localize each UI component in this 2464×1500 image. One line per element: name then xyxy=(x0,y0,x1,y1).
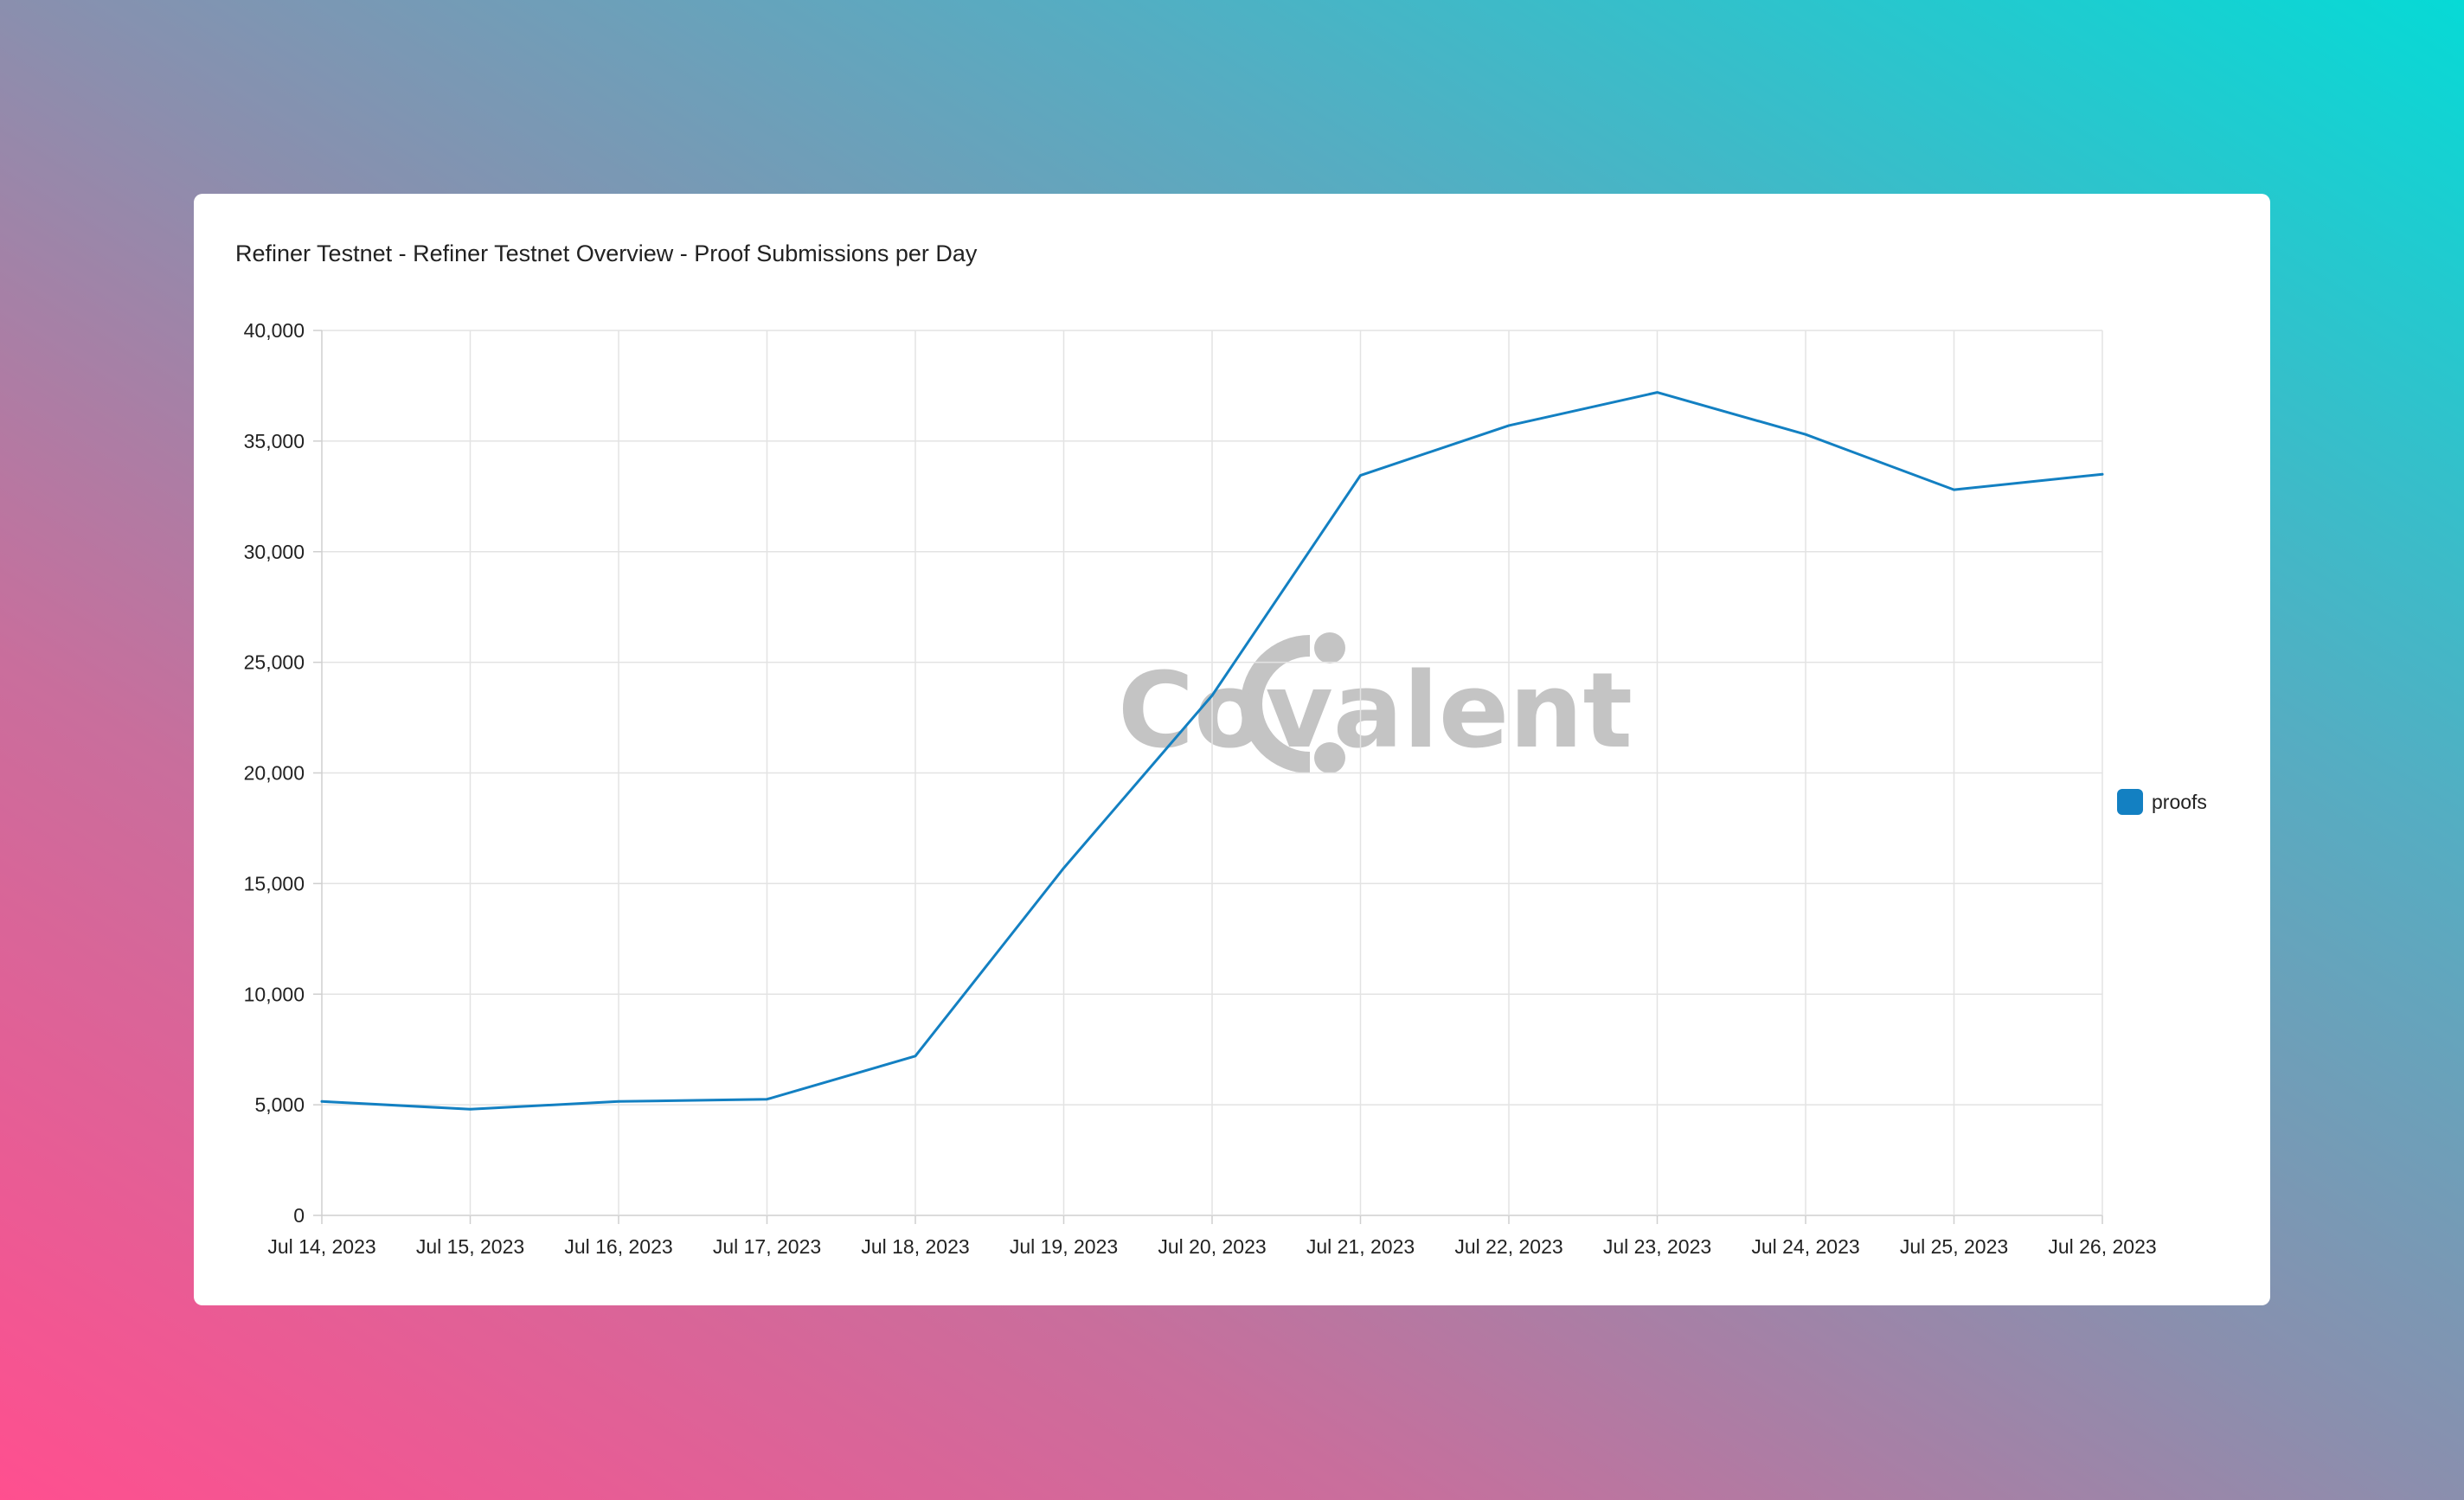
y-tick-label: 30,000 xyxy=(244,541,305,563)
x-tick-label: Jul 17, 2023 xyxy=(713,1235,821,1258)
x-tick-label: Jul 15, 2023 xyxy=(416,1235,524,1258)
watermark-brand-text: Covalent xyxy=(1118,651,1633,772)
y-tick-label: 10,000 xyxy=(244,983,305,1005)
y-tick-label: 25,000 xyxy=(244,651,305,674)
data-point[interactable] xyxy=(1062,865,1067,870)
x-tick-label: Jul 14, 2023 xyxy=(267,1235,375,1258)
x-tick-label: Jul 16, 2023 xyxy=(564,1235,672,1258)
data-point[interactable] xyxy=(468,1106,473,1112)
x-tick-label: Jul 21, 2023 xyxy=(1306,1235,1415,1258)
x-tick-label: Jul 20, 2023 xyxy=(1158,1235,1266,1258)
y-tick-label: 40,000 xyxy=(244,319,305,342)
watermark-dot-icon xyxy=(1314,742,1345,773)
y-tick-label: 35,000 xyxy=(244,430,305,452)
x-tick-label: Jul 25, 2023 xyxy=(1900,1235,2008,1258)
x-tick-label: Jul 24, 2023 xyxy=(1751,1235,1859,1258)
data-point[interactable] xyxy=(913,1054,918,1059)
y-tick-label: 20,000 xyxy=(244,762,305,785)
chart-card: Refiner Testnet - Refiner Testnet Overvi… xyxy=(194,194,2270,1305)
y-tick-label: 0 xyxy=(293,1204,305,1227)
chart-legend[interactable]: proofs xyxy=(2117,789,2207,815)
line-chart: Covalent 0 5,000 10,000 15,000 20,000 25,000 3… xyxy=(244,319,2207,1258)
series-line-proofs xyxy=(320,391,2104,1111)
x-tick-label: Jul 19, 2023 xyxy=(1010,1235,1118,1258)
watermark-ring-icon xyxy=(1241,635,1310,773)
watermark-dot-icon xyxy=(1314,632,1345,663)
data-point[interactable] xyxy=(1803,432,1808,437)
data-point[interactable] xyxy=(1358,473,1364,478)
legend-label[interactable]: proofs xyxy=(2152,791,2207,813)
x-tick-label: Jul 26, 2023 xyxy=(2048,1235,2156,1258)
data-point[interactable] xyxy=(2100,471,2105,477)
chart-series xyxy=(319,390,2105,1112)
y-tick-label: 5,000 xyxy=(254,1093,305,1116)
data-point[interactable] xyxy=(1506,423,1511,428)
data-point[interactable] xyxy=(765,1097,770,1102)
legend-swatch[interactable] xyxy=(2117,789,2143,815)
chart-title: Refiner Testnet - Refiner Testnet Overvi… xyxy=(235,240,978,266)
data-point[interactable] xyxy=(319,1099,324,1104)
covalent-watermark: Covalent xyxy=(1118,632,1633,773)
data-point[interactable] xyxy=(1952,487,1957,492)
y-tick-label: 15,000 xyxy=(244,872,305,894)
x-tick-label: Jul 23, 2023 xyxy=(1603,1235,1711,1258)
data-point[interactable] xyxy=(1210,693,1215,698)
chart-grid xyxy=(321,330,2103,1216)
x-tick-label: Jul 18, 2023 xyxy=(861,1235,969,1258)
data-point[interactable] xyxy=(616,1099,621,1104)
x-tick-label: Jul 22, 2023 xyxy=(1454,1235,1562,1258)
chart-axes: 0 5,000 10,000 15,000 20,000 25,000 30,000 35,0… xyxy=(244,319,2157,1258)
data-point[interactable] xyxy=(1655,390,1660,395)
